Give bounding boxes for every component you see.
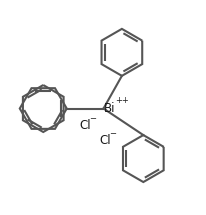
Text: Cl: Cl <box>99 134 110 147</box>
Text: −: − <box>109 129 116 138</box>
Text: Bi: Bi <box>103 102 115 115</box>
Text: Cl: Cl <box>79 119 90 132</box>
Text: −: − <box>88 114 95 123</box>
Text: ++: ++ <box>114 96 128 105</box>
